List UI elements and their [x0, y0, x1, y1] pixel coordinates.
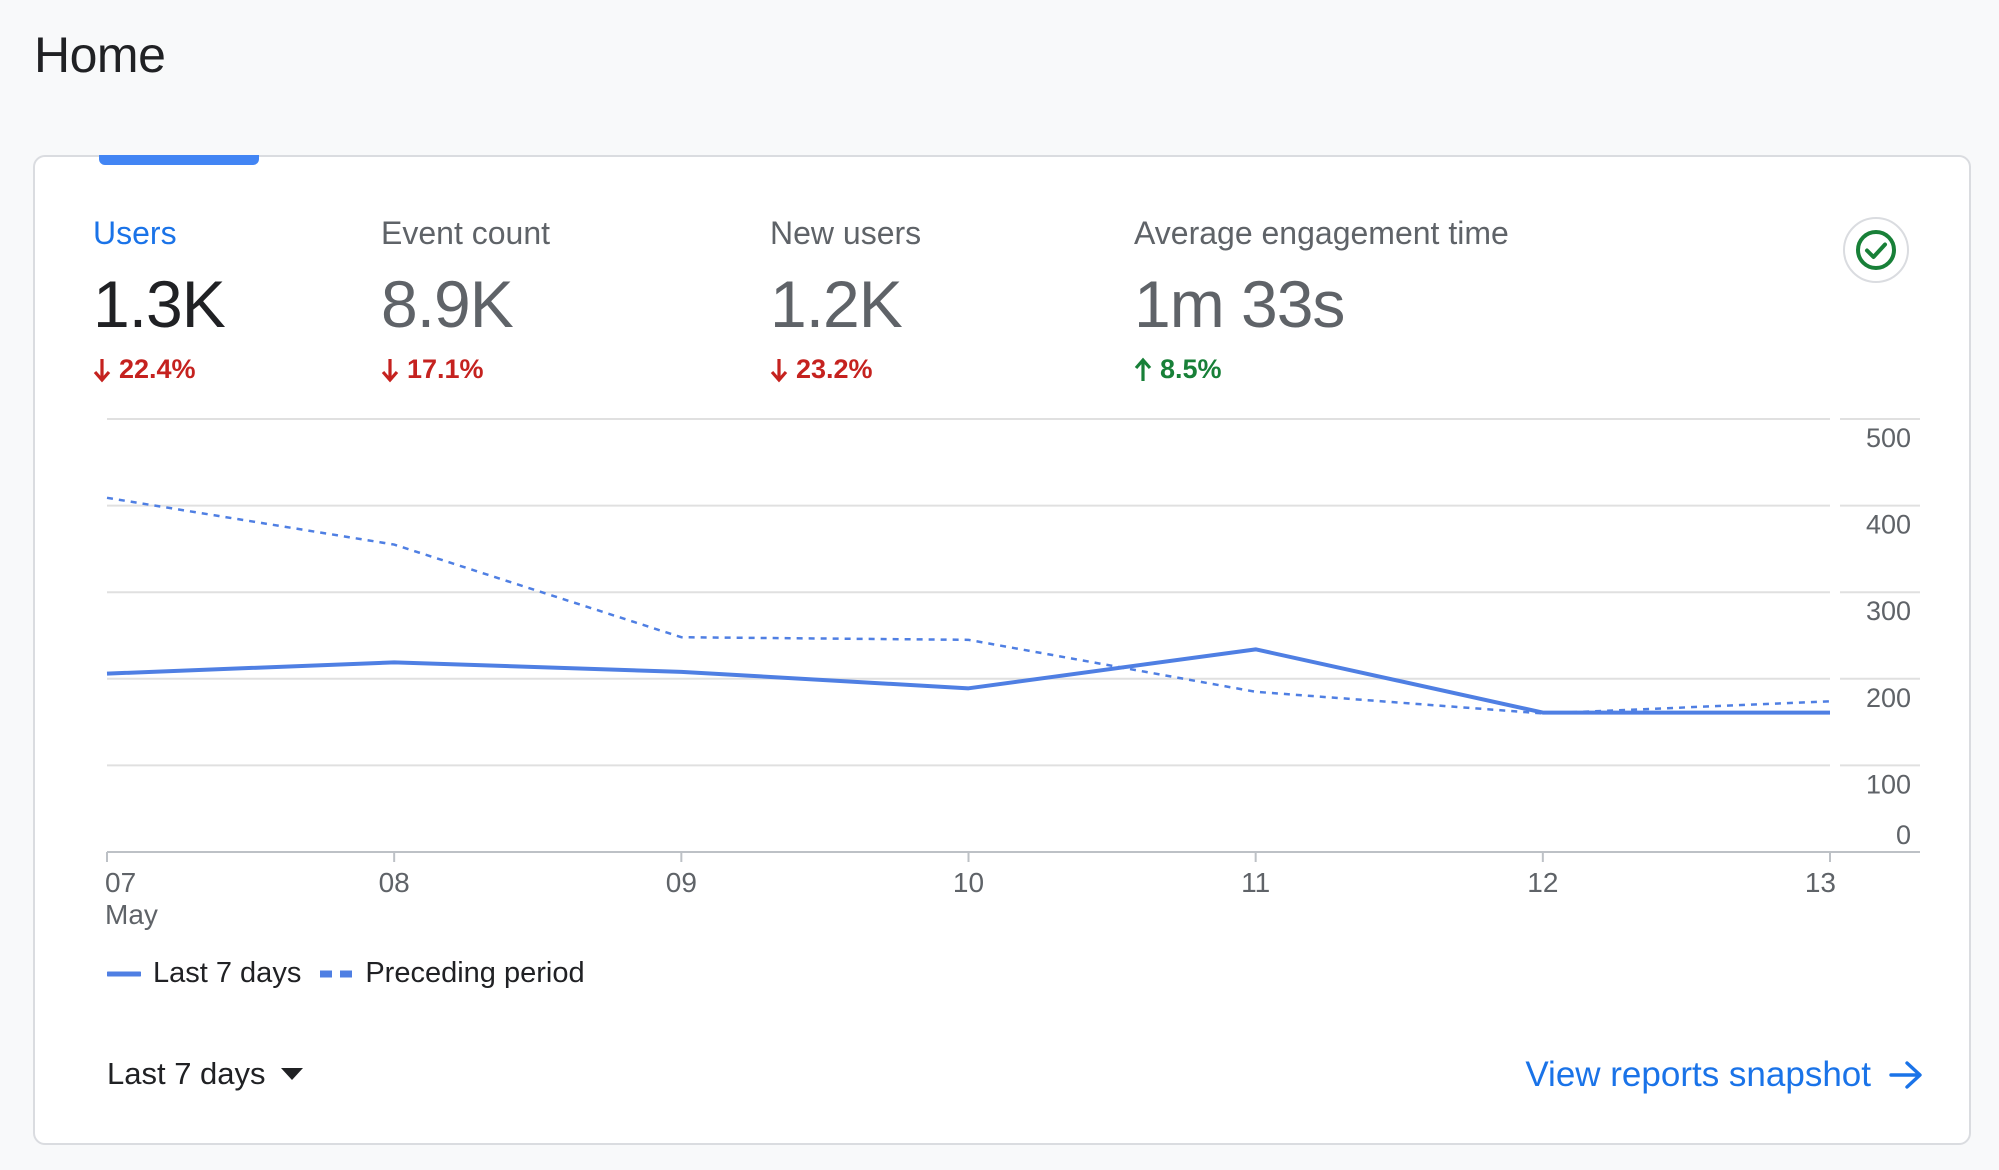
- arrow-down-icon: [93, 358, 111, 382]
- check-circle-icon: [1856, 230, 1896, 270]
- arrow-right-icon: [1889, 1061, 1922, 1089]
- legend-label: Preceding period: [365, 957, 585, 989]
- chart-legend: Last 7 days Preceding period: [107, 957, 603, 990]
- date-range-selector[interactable]: Last 7 days: [95, 1050, 316, 1098]
- series-line-last-7-days: [106, 647, 1830, 715]
- x-tick-label: 10: [953, 867, 984, 898]
- metric-label: Users: [93, 215, 177, 251]
- metric-value: 1.2K: [770, 267, 903, 341]
- y-tick-label: 400: [1866, 510, 1911, 540]
- series-line-preceding-period: [106, 496, 1831, 715]
- date-range-label: Last 7 days: [107, 1056, 266, 1091]
- legend-item-preceding-period: Preceding period: [319, 957, 585, 990]
- page-title: Home: [34, 27, 166, 83]
- metric-value: 8.9K: [381, 267, 514, 341]
- x-tick-label: 11: [1241, 867, 1270, 898]
- metric-change: 8.5%: [1134, 354, 1509, 385]
- caret-down-icon: [280, 1068, 303, 1080]
- view-reports-snapshot-link[interactable]: View reports snapshot: [1525, 1055, 1923, 1095]
- status-check-button[interactable]: [1843, 217, 1909, 283]
- users-line-chart: 0 100 200 300 400 500 07 08 09 10 11 12 13 May: [105, 418, 1920, 930]
- legend-label: Last 7 days: [153, 957, 302, 989]
- metric-average-engagement-time[interactable]: Average engagement time 1m 33s 8.5%: [1134, 215, 1509, 385]
- metric-change-value: 23.2%: [796, 354, 873, 384]
- metric-change: 17.1%: [381, 354, 550, 385]
- metric-change-value: 22.4%: [119, 354, 196, 384]
- metric-change-value: 17.1%: [407, 354, 484, 384]
- x-tick-label: 12: [1527, 867, 1558, 898]
- dashed-line-swatch: [320, 970, 353, 977]
- y-tick-label: 200: [1866, 683, 1911, 713]
- legend-item-last-7-days: Last 7 days: [107, 957, 301, 990]
- arrow-down-icon: [770, 358, 788, 382]
- x-tick-label: 13: [1805, 867, 1836, 898]
- overview-card: Users 1.3K 22.4% Event count 8.9K 17.1% …: [33, 155, 1971, 1145]
- y-tick-label: 100: [1866, 769, 1911, 799]
- metric-users[interactable]: Users 1.3K 22.4%: [93, 215, 226, 385]
- metric-new-users[interactable]: New users 1.2K 23.2%: [770, 215, 921, 385]
- x-tick-label: 09: [666, 867, 697, 898]
- y-tick-label: 0: [1896, 820, 1911, 850]
- metric-change: 23.2%: [770, 354, 921, 385]
- active-tab-indicator: [99, 155, 259, 165]
- metric-label: New users: [770, 215, 922, 251]
- arrow-down-icon: [381, 358, 399, 382]
- solid-line-swatch: [107, 971, 141, 976]
- y-tick-label: 300: [1866, 596, 1911, 626]
- metric-event-count[interactable]: Event count 8.9K 17.1%: [381, 215, 550, 385]
- arrow-up-icon: [1134, 357, 1152, 381]
- metric-label: Event count: [381, 215, 550, 251]
- x-tick-label: 07: [105, 867, 136, 898]
- y-tick-label: 500: [1866, 423, 1911, 453]
- x-tick-label: 08: [379, 867, 410, 898]
- metric-value: 1m 33s: [1134, 267, 1345, 341]
- metric-change-value: 8.5%: [1160, 354, 1222, 384]
- metric-label: Average engagement time: [1134, 215, 1509, 251]
- metric-value: 1.3K: [93, 267, 226, 341]
- metric-change: 22.4%: [93, 354, 225, 385]
- x-tick-sublabel: May: [105, 899, 158, 930]
- snapshot-link-label: View reports snapshot: [1525, 1055, 1871, 1094]
